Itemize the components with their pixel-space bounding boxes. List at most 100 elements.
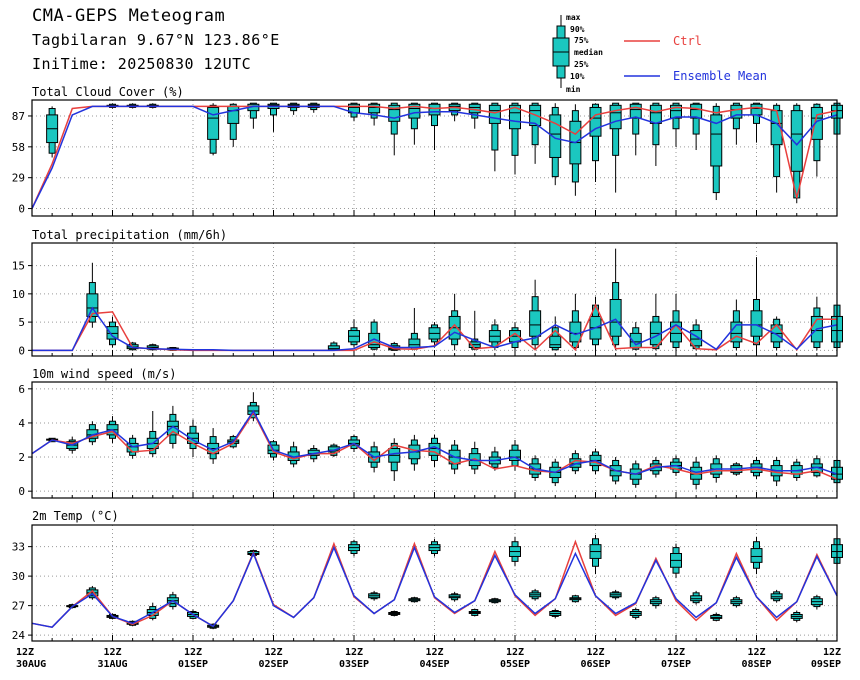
- x-tick-hour: 12Z: [506, 647, 524, 658]
- y-tick-label: 2: [18, 451, 25, 464]
- box-25-75: [368, 103, 381, 114]
- box-25-75: [750, 310, 763, 337]
- box-25-75: [690, 103, 703, 119]
- box-25-75: [488, 104, 501, 124]
- box-25-75: [609, 104, 622, 130]
- y-tick-label: 30: [12, 570, 25, 583]
- y-tick-label: 15: [12, 260, 25, 273]
- x-tick-date: 02SEP: [258, 659, 288, 670]
- y-tick-label: 33: [12, 541, 25, 554]
- ensemble-mean-line: [31, 105, 838, 209]
- legend-ctrl-label: Ctrl: [673, 34, 702, 48]
- box-25-75: [730, 104, 743, 119]
- y-tick-label: 24: [12, 629, 26, 642]
- panel-frame: [31, 381, 838, 499]
- box-25-75: [408, 103, 421, 119]
- box-25-75: [388, 104, 401, 122]
- box-25-75: [86, 293, 99, 317]
- box-25-75: [750, 103, 763, 116]
- legend-p25: 25%: [574, 60, 589, 69]
- x-tick-hour: 12Z: [667, 647, 685, 658]
- x-tick-hour: 12Z: [586, 647, 604, 658]
- box-25-75: [529, 310, 542, 337]
- x-tick-hour: 12Z: [345, 647, 363, 658]
- box-25-75: [509, 449, 521, 461]
- x-tick-hour: 12Z: [264, 647, 282, 658]
- legend-p75: 75%: [574, 36, 589, 45]
- box-25-75: [348, 439, 360, 446]
- box-25-75: [649, 104, 662, 124]
- box-25-75: [629, 103, 642, 119]
- box-25-75: [327, 446, 340, 453]
- box-25-75: [609, 299, 622, 337]
- y-tick-label: 0: [18, 203, 25, 216]
- x-tick-hour: 12Z: [425, 647, 443, 658]
- box-25-75: [408, 338, 421, 349]
- box-25-75: [207, 106, 220, 140]
- x-tick-hour: 12Z: [747, 647, 765, 658]
- x-tick-date: 31AUG: [97, 659, 127, 670]
- panel-frame: [31, 524, 838, 642]
- box-25-75: [166, 420, 179, 436]
- x-tick-date: 09SEP: [811, 659, 841, 670]
- y-tick-label: 0: [18, 485, 25, 498]
- ensemble-mean-line: [31, 409, 838, 475]
- ensemble-mean-line: [31, 545, 838, 629]
- x-tick-hour: 12Z: [16, 647, 34, 658]
- box-25-75: [710, 114, 723, 167]
- x-tick-date: 05SEP: [500, 659, 530, 670]
- panel-title-wind: 10m wind speed (m/s): [32, 367, 177, 381]
- box-25-75: [428, 103, 441, 116]
- box-25-75: [227, 105, 240, 124]
- y-tick-label: 4: [18, 417, 25, 430]
- panel-title-cloud: Total Cloud Cover (%): [32, 85, 184, 99]
- panel-frame: [31, 242, 838, 357]
- box-10-90: [612, 102, 620, 156]
- box-10-90: [270, 102, 277, 116]
- box-25-75: [670, 104, 682, 119]
- x-tick-date: 30AUG: [16, 659, 46, 670]
- box-25-75: [750, 548, 763, 563]
- x-tick-date: 07SEP: [661, 659, 691, 670]
- y-tick-label: 29: [12, 172, 25, 185]
- legend-min: min: [566, 84, 581, 94]
- box-25-75: [549, 114, 562, 158]
- box-25-75: [589, 106, 602, 137]
- box-25-75: [106, 326, 119, 340]
- ensemble-mean-line: [32, 306, 838, 352]
- box-25-75: [549, 335, 562, 349]
- panel-frame: [31, 99, 838, 217]
- legend-p10: 10%: [570, 72, 585, 81]
- x-tick-date: 06SEP: [580, 659, 610, 670]
- panel-title-precip: Total precipitation (mm/6h): [32, 228, 228, 242]
- x-tick-date: 04SEP: [419, 659, 449, 670]
- x-tick-hour: 12Z: [103, 647, 121, 658]
- x-tick-date: 03SEP: [339, 659, 369, 670]
- panel-title-temp: 2m Temp (°C): [32, 509, 119, 523]
- box-25-75: [509, 104, 521, 130]
- y-tick-label: 0: [18, 344, 25, 357]
- y-tick-label: 27: [12, 600, 25, 613]
- legend-mean-label: Ensemble Mean: [673, 69, 767, 83]
- y-tick-label: 10: [12, 288, 25, 301]
- location-label: Tagbilaran 9.67°N 123.86°E: [32, 31, 280, 49]
- init-time-label: IniTime: 20250830 12UTC: [32, 55, 252, 73]
- x-tick-date: 01SEP: [178, 659, 208, 670]
- legend: max 90% 75% median 25% 10% min Ctrl Ense…: [552, 13, 767, 94]
- box-25-75: [810, 106, 823, 140]
- box-25-75: [690, 330, 703, 347]
- y-tick-label: 5: [18, 316, 25, 329]
- box-25-75: [368, 332, 381, 349]
- x-tick-hour: 12Z: [184, 647, 202, 658]
- box-25-75: [327, 345, 340, 351]
- box-10-90: [491, 102, 499, 151]
- x-tick-hour: 12Z: [823, 647, 841, 658]
- legend-max: max: [566, 13, 581, 22]
- x-tick-date: 08SEP: [741, 659, 771, 670]
- chart-title: CMA-GEPS Meteogram: [32, 6, 226, 26]
- box-25-75: [790, 110, 803, 172]
- ctrl-line: [31, 411, 838, 480]
- legend-median: median: [574, 47, 603, 57]
- y-tick-label: 58: [12, 141, 25, 154]
